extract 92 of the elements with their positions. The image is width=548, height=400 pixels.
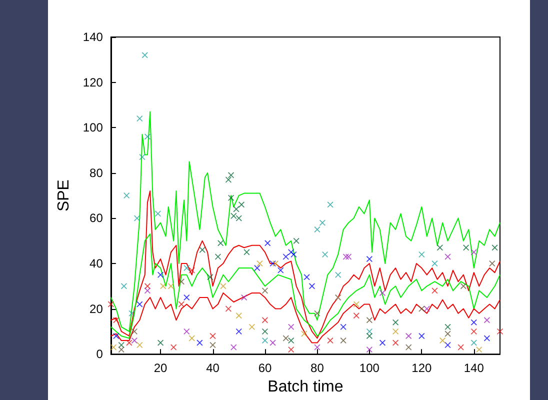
point [366,332,372,339]
point [136,116,143,122]
point [406,344,412,350]
point [460,283,466,290]
x-axis-title: Batch time [268,378,344,396]
point [131,328,138,334]
point [142,52,148,58]
point [131,338,138,344]
point [288,338,294,344]
point [236,215,242,222]
point [470,319,477,326]
y-axis-title: SPE [56,180,72,212]
point [230,344,237,350]
point [432,288,438,294]
point [458,344,464,350]
point [241,294,248,300]
x-tick-label: 20 [154,361,168,376]
point [366,346,372,353]
point [264,240,271,246]
point [497,328,503,334]
point [440,338,446,344]
point [160,283,166,290]
point [418,251,425,258]
point [379,290,386,296]
y-tick-label: 80 [90,166,104,180]
point [444,254,451,260]
point [124,192,130,199]
y-tick-label: 140 [82,30,104,44]
point [436,244,443,251]
point [392,328,399,334]
point [288,324,294,330]
point [270,340,276,346]
point [353,312,360,319]
y-tick-label: 40 [90,256,104,270]
point [484,317,490,324]
point [236,328,242,334]
point [392,319,399,326]
point [236,312,242,319]
point [207,274,214,280]
point [136,342,143,348]
x-tick-label: 100 [359,361,380,376]
point [335,272,342,278]
point [463,244,470,251]
point [301,330,308,337]
x-tick-label: 40 [206,361,220,376]
y-tick-label: 100 [82,120,104,135]
point [188,267,195,274]
point [444,330,451,337]
point [314,344,320,350]
point [418,306,425,312]
y-tick-label: 120 [82,75,104,90]
point [178,278,184,285]
point [196,340,203,346]
point [288,346,294,353]
point [113,317,120,324]
point [238,202,244,208]
point [314,310,320,316]
point [136,301,143,308]
point [218,240,224,246]
point [128,310,135,316]
point [278,267,284,274]
point [220,283,226,290]
point [244,249,250,256]
point [118,346,124,353]
point [199,246,206,253]
point [293,238,300,244]
x-tick-label: 80 [310,361,324,376]
point [470,328,477,334]
point [248,324,255,330]
point [476,346,482,353]
x-tick-label: 140 [464,361,484,376]
y-tick-label: 0 [96,347,104,362]
point [126,340,132,346]
y-tick-label: 60 [90,211,104,226]
x-tick-label: 120 [412,361,432,376]
point [272,260,278,266]
point [230,212,237,219]
point [322,251,328,258]
point [154,210,161,217]
point [340,324,346,330]
point [282,254,289,260]
point [262,338,268,344]
point [262,328,268,334]
point [492,244,498,251]
point [366,256,372,262]
y-tick-label: 20 [90,302,104,316]
x-tick-label: 60 [258,361,272,376]
point [366,317,372,324]
point [184,328,190,334]
point [406,332,412,339]
point [470,249,477,256]
point [424,306,430,312]
